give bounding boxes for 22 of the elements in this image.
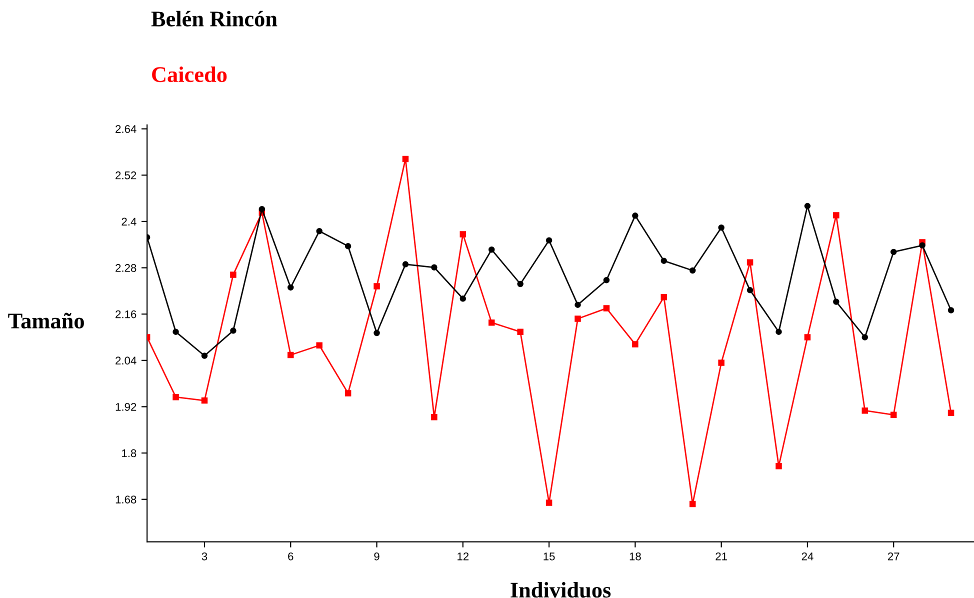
y-tick-label: 1.68 xyxy=(116,496,136,504)
y-tick-label: 1.8 xyxy=(122,449,136,458)
x-tick-label: 15 xyxy=(544,552,555,560)
y-tick-label: 1.92 xyxy=(116,402,136,411)
x-tick-label: 18 xyxy=(630,552,641,560)
y-tick-label: 2.28 xyxy=(116,264,136,272)
y-tick-label: 2.52 xyxy=(116,171,136,180)
x-tick-label: 12 xyxy=(458,552,469,560)
text: Belén Rincón xyxy=(151,10,278,26)
y-tick-label: 2.64 xyxy=(116,125,136,133)
x-axis-title: Individuos xyxy=(510,582,611,598)
x-tick-label: 3 xyxy=(202,552,208,560)
y-tick-label: 2.16 xyxy=(116,310,136,318)
y-axis-title: Tamaño xyxy=(8,312,84,328)
x-tick-label: 21 xyxy=(716,552,727,560)
text: Caicedo xyxy=(152,66,227,82)
x-tick-label: 27 xyxy=(888,552,900,560)
x-tick-label: 6 xyxy=(288,552,294,560)
y-tick-label: 2.04 xyxy=(116,356,136,365)
y-tick-label: 2.4 xyxy=(122,218,136,226)
x-tick-label: 24 xyxy=(802,552,814,560)
x-tick-label: 9 xyxy=(374,552,380,560)
